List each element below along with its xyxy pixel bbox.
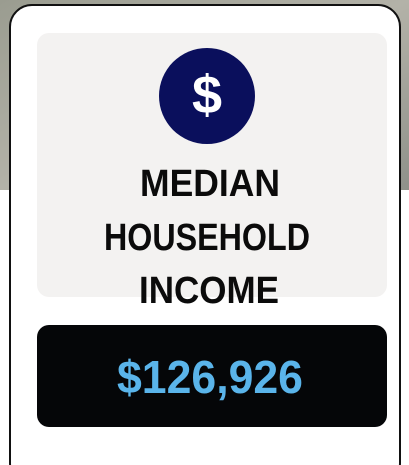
title-line: MEDIAN bbox=[140, 163, 280, 205]
income-value: $126,926 bbox=[117, 351, 303, 403]
title-panel bbox=[37, 33, 387, 297]
title-line: HOUSEHOLD bbox=[104, 217, 310, 259]
title-line: INCOME bbox=[139, 270, 279, 312]
value-panel bbox=[37, 325, 387, 427]
icon-circle bbox=[159, 48, 255, 144]
dollar-icon: $ bbox=[192, 65, 222, 125]
